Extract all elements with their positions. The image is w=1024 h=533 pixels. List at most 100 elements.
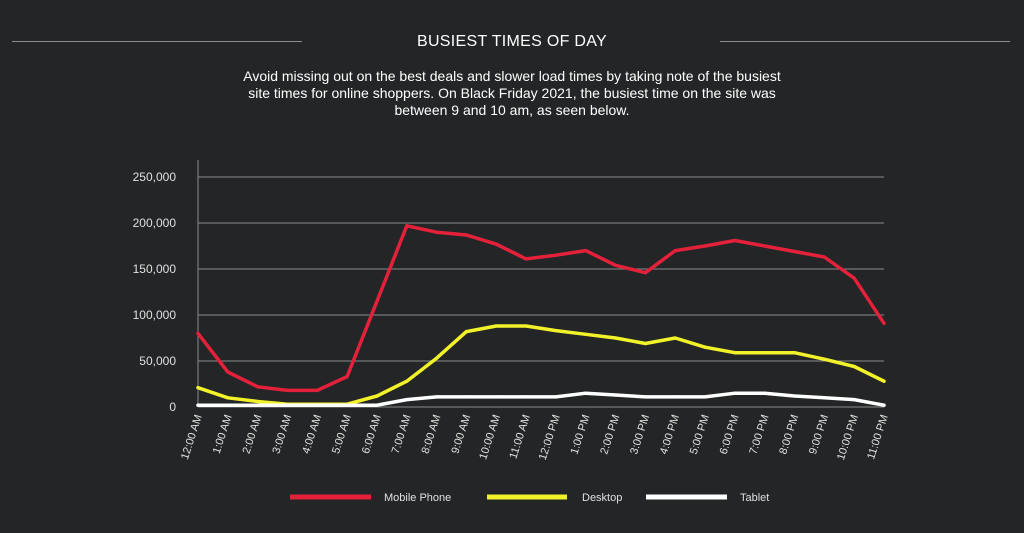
y-tick-label: 50,000 xyxy=(139,354,176,368)
series-line-desktop xyxy=(196,324,886,406)
page-subtitle: Avoid missing out on the best deals and … xyxy=(243,68,781,118)
data-point-mobile-phone xyxy=(375,299,379,303)
data-point-tablet xyxy=(524,395,528,399)
x-tick-label: 4:00 PM xyxy=(658,413,682,456)
data-point-tablet xyxy=(703,395,707,399)
data-point-desktop xyxy=(763,351,767,355)
data-point-desktop xyxy=(524,324,528,328)
data-point-tablet xyxy=(435,395,439,399)
data-point-tablet xyxy=(345,403,349,407)
data-point-desktop xyxy=(256,399,260,404)
chart-legend: Mobile Phone Desktop Tablet xyxy=(290,492,769,504)
x-tick-label: 6:00 AM xyxy=(360,413,384,455)
x-tick-label: 10:00 PM xyxy=(835,413,861,461)
x-tick-label: 5:00 AM xyxy=(330,413,354,455)
data-point-tablet xyxy=(256,403,260,407)
series-line-mobile-phone xyxy=(196,224,886,393)
data-point-tablet xyxy=(494,395,498,399)
x-tick-label: 10:00 AM xyxy=(477,413,503,461)
data-point-desktop xyxy=(643,341,647,346)
data-point-desktop xyxy=(226,396,230,400)
data-point-mobile-phone xyxy=(792,249,797,254)
x-tick-label: 9:00 AM xyxy=(449,413,473,455)
data-point-mobile-phone xyxy=(763,244,767,248)
y-tick-label: 0 xyxy=(169,400,176,414)
data-point-tablet xyxy=(673,395,677,399)
data-point-mobile-phone xyxy=(494,242,498,246)
x-tick-label: 5:00 PM xyxy=(688,413,712,456)
data-point-desktop xyxy=(673,336,677,340)
x-tick-label: 11:00 AM xyxy=(507,413,533,460)
legend-label-tablet: Tablet xyxy=(740,492,769,504)
data-point-desktop xyxy=(882,379,886,383)
data-point-desktop xyxy=(405,379,409,383)
x-tick-label: 3:00 PM xyxy=(628,413,652,456)
data-point-tablet xyxy=(375,403,379,407)
data-point-mobile-phone xyxy=(584,249,588,253)
data-point-desktop xyxy=(435,356,439,360)
chart-series xyxy=(196,224,886,407)
data-point-mobile-phone xyxy=(673,249,677,253)
data-point-mobile-phone xyxy=(405,224,409,228)
x-tick-label: 4:00 AM xyxy=(300,413,324,455)
page-title: BUSIEST TIMES OF DAY xyxy=(416,33,608,50)
title-rule-left xyxy=(12,41,302,42)
data-point-mobile-phone xyxy=(315,388,319,393)
legend-label-desktop: Desktop xyxy=(582,492,622,504)
data-point-tablet xyxy=(285,403,290,407)
data-point-mobile-phone xyxy=(613,263,618,267)
y-tick-label: 150,000 xyxy=(133,262,177,276)
x-tick-label: 12:00 AM xyxy=(179,413,205,461)
data-point-desktop xyxy=(792,351,797,355)
x-tick-label: 12:00 PM xyxy=(537,413,563,461)
legend-label-mobile-phone: Mobile Phone xyxy=(384,492,451,504)
data-point-mobile-phone xyxy=(643,271,647,275)
data-point-mobile-phone xyxy=(285,388,290,393)
data-point-tablet xyxy=(464,395,469,399)
data-point-tablet xyxy=(315,403,319,407)
data-point-tablet xyxy=(584,391,588,395)
data-point-tablet xyxy=(733,391,737,395)
data-point-tablet xyxy=(405,398,409,402)
data-point-desktop xyxy=(584,332,588,336)
data-point-tablet xyxy=(613,393,618,397)
chart-grid xyxy=(197,160,884,408)
data-point-mobile-phone xyxy=(226,370,230,374)
data-point-mobile-phone xyxy=(196,331,200,335)
data-point-mobile-phone xyxy=(435,230,439,234)
data-point-mobile-phone xyxy=(852,276,856,280)
x-axis-ticks: 12:00 AM 1:00 AM 2:00 AM 3:00 AM 4:00 AM 5:00… xyxy=(179,413,891,461)
data-point-mobile-phone xyxy=(882,321,886,325)
x-tick-label: 8:00 AM xyxy=(420,413,444,455)
data-point-mobile-phone xyxy=(554,253,558,257)
x-tick-label: 2:00 AM xyxy=(241,413,265,455)
x-tick-label: 3:00 AM xyxy=(270,413,294,455)
data-point-desktop xyxy=(375,394,379,398)
x-tick-label: 6:00 PM xyxy=(718,413,742,456)
data-point-tablet xyxy=(882,403,886,407)
x-tick-label: 1:00 PM xyxy=(569,413,593,456)
data-point-tablet xyxy=(226,403,230,407)
x-tick-label: 9:00 PM xyxy=(807,413,831,456)
title-rule-right xyxy=(720,41,1010,42)
x-tick-label: 11:00 PM xyxy=(865,413,891,461)
data-point-desktop xyxy=(733,351,737,355)
data-point-mobile-phone xyxy=(345,375,349,379)
data-point-desktop xyxy=(703,345,707,349)
x-tick-label: 2:00 PM xyxy=(598,413,622,456)
data-point-mobile-phone xyxy=(524,257,528,261)
data-point-tablet xyxy=(763,391,767,395)
data-point-mobile-phone xyxy=(703,244,707,248)
data-point-desktop xyxy=(494,324,498,328)
data-point-tablet xyxy=(792,394,797,398)
x-tick-label: 1:00 AM xyxy=(211,413,235,455)
data-point-desktop xyxy=(852,364,856,369)
data-point-desktop xyxy=(554,329,558,333)
data-point-desktop xyxy=(822,357,826,361)
y-tick-label: 250,000 xyxy=(133,170,177,184)
data-point-desktop xyxy=(196,386,200,390)
x-tick-label: 8:00 PM xyxy=(777,413,801,456)
data-point-tablet xyxy=(554,395,558,399)
y-axis-ticks: 0 50,000 100,000 150,000 200,000 250,000 xyxy=(133,170,177,414)
